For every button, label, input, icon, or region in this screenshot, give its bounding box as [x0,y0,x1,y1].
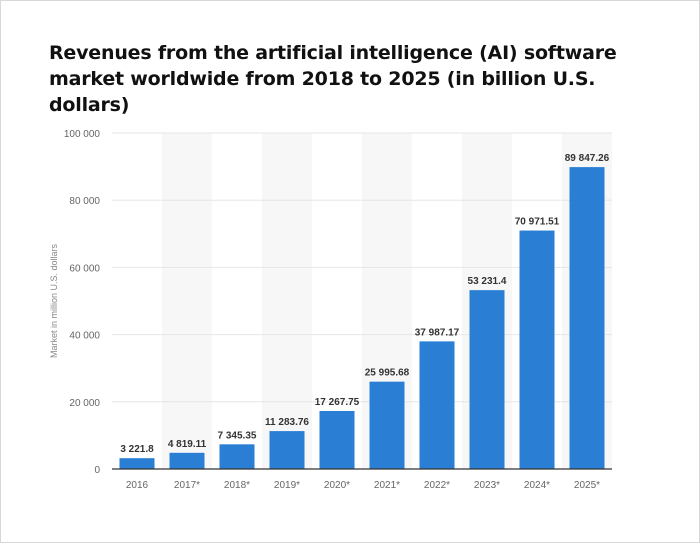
y-tick-label: 20 000 [69,398,100,409]
x-tick-label: 2022* [424,480,450,491]
bar [469,290,505,469]
bar [269,431,305,469]
band-shade [162,133,212,469]
data-label: 25 995.68 [365,368,410,379]
data-label: 4 819.11 [168,439,207,450]
bar [119,458,155,469]
data-label: 89 847.26 [565,153,610,164]
y-axis-label: Market in million U.S. dollars [49,243,59,358]
x-tick-label: 2019* [274,480,300,491]
x-tick-label: 2018* [224,480,250,491]
data-label: 11 283.76 [265,417,309,428]
y-tick-label: 80 000 [69,196,100,207]
band-shade [262,133,312,469]
x-tick-label: 2024* [524,480,550,491]
x-tick-label: 2021* [374,480,400,491]
bar [569,167,605,469]
bar [169,452,205,469]
x-tick-label: 2023* [474,480,500,491]
x-tick-label: 2025* [574,480,600,491]
data-label: 17 267.75 [315,397,360,408]
data-label: 3 221.8 [120,444,154,455]
chart-title: Revenues from the artificial intelligenc… [49,42,617,116]
data-label: 53 231.4 [468,276,507,287]
y-tick-label: 0 [94,465,100,476]
x-tick-label: 2020* [324,480,350,491]
y-tick-label: 40 000 [69,331,100,342]
x-tick-label: 2016 [126,480,149,491]
x-tick-label: 2017* [174,480,200,491]
data-label: 37 987.17 [415,327,460,338]
data-label: 7 345.35 [218,430,257,441]
bar [519,230,555,469]
y-tick-label: 60 000 [69,263,100,274]
bar [319,410,355,469]
data-label: 70 971.51 [515,217,560,228]
bar [219,444,255,469]
bar [419,341,455,469]
bar [369,381,405,469]
y-tick-label: 100 000 [64,129,101,140]
